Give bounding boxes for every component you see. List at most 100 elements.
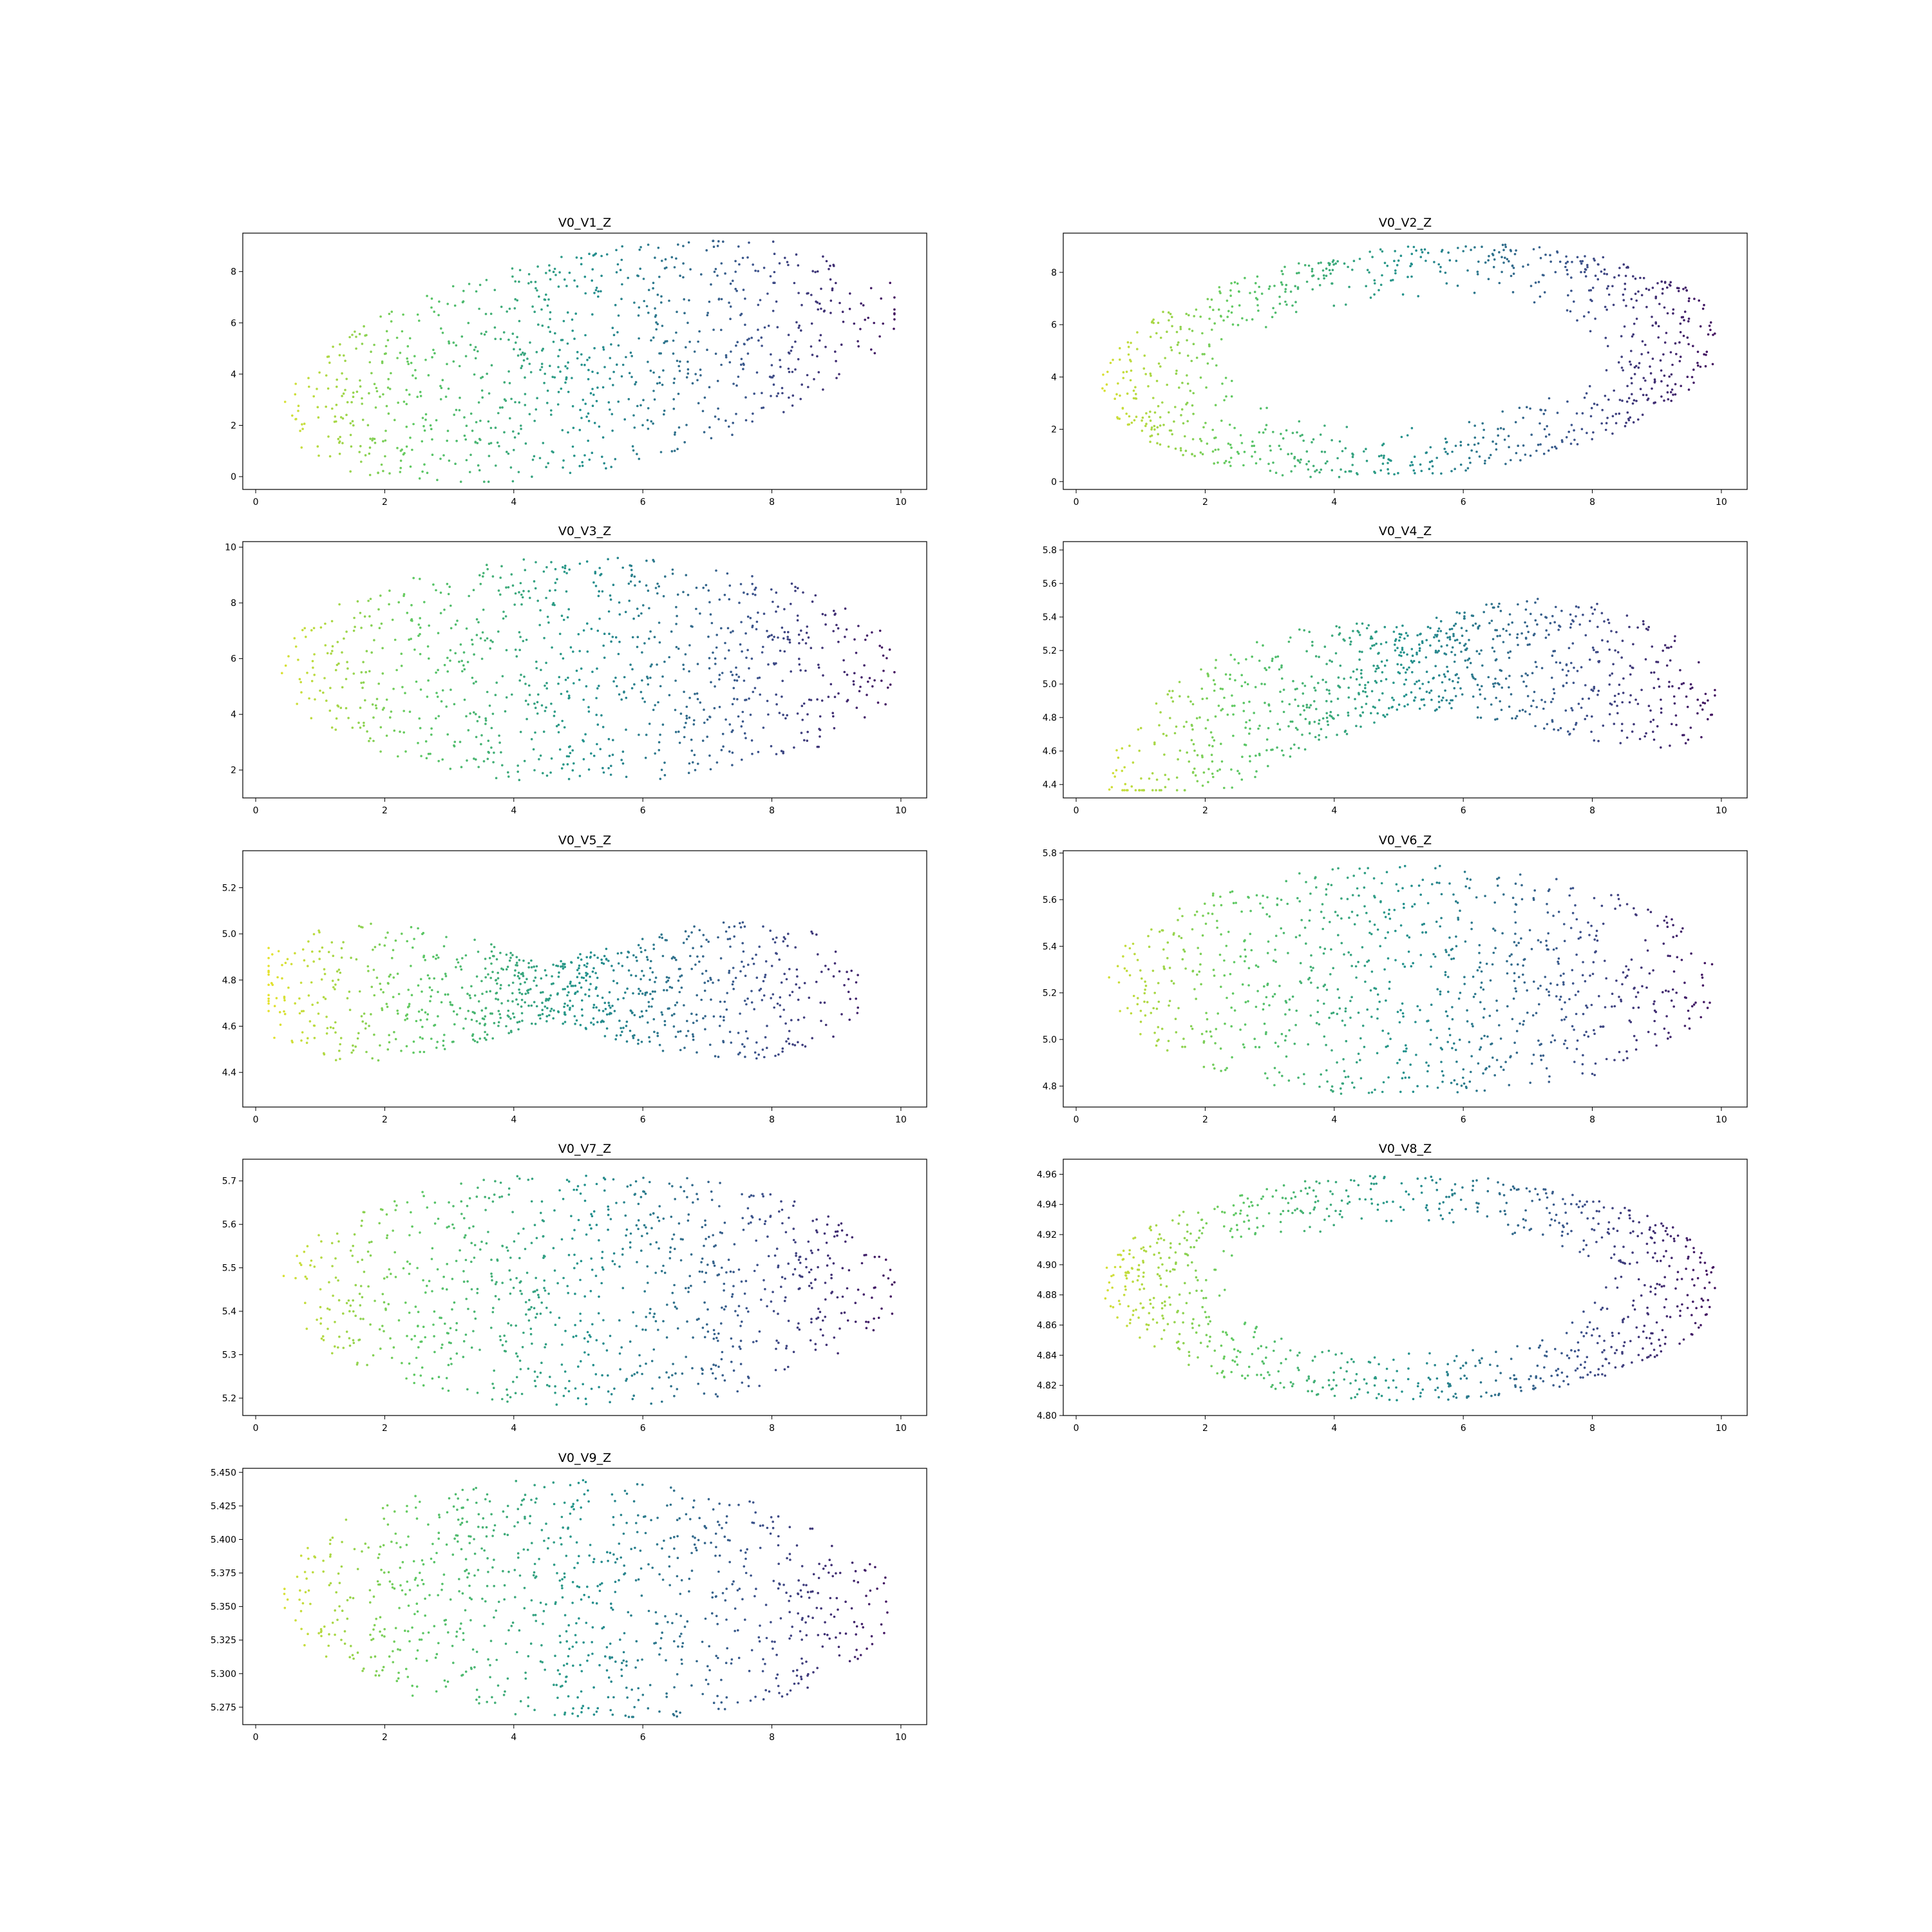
x-tick-label: 10 <box>895 497 907 507</box>
scatter-point <box>1580 270 1582 274</box>
scatter-point <box>1426 251 1430 254</box>
scatter-point <box>1230 446 1233 449</box>
scatter-point <box>579 952 582 956</box>
scatter-point <box>717 407 719 410</box>
scatter-point <box>331 407 334 410</box>
scatter-point <box>648 638 650 640</box>
scatter-point <box>1349 643 1352 646</box>
scatter-point <box>1206 697 1208 700</box>
scatter-point <box>1571 1025 1574 1028</box>
scatter-point <box>1488 1065 1491 1068</box>
scatter-point <box>1298 746 1300 750</box>
scatter-point <box>443 1048 446 1050</box>
scatter-point <box>752 412 754 415</box>
scatter-point <box>486 637 489 640</box>
scatter-point <box>316 388 318 390</box>
scatter-point <box>673 450 676 452</box>
scatter-point <box>752 592 754 596</box>
scatter-point <box>1191 404 1194 407</box>
scatter-point <box>645 734 648 736</box>
scatter-point <box>1186 420 1189 422</box>
scatter-point <box>1567 430 1570 433</box>
scatter-point <box>581 464 584 468</box>
scatter-point <box>1136 331 1139 334</box>
scatter-point <box>1647 397 1650 400</box>
scatter-point <box>1184 450 1188 452</box>
scatter-point <box>1665 647 1669 649</box>
scatter-point <box>336 385 338 388</box>
scatter-point <box>1535 706 1538 708</box>
scatter-point <box>1508 674 1511 677</box>
scatter-point <box>1141 416 1144 419</box>
scatter-point <box>1596 650 1599 654</box>
scatter-point <box>1576 256 1579 259</box>
scatter-point <box>1400 633 1403 636</box>
scatter-point <box>600 714 603 717</box>
scatter-point <box>1276 897 1279 900</box>
scatter-point <box>1274 656 1277 658</box>
scatter-point <box>523 354 526 356</box>
scatter-point <box>1264 1032 1267 1036</box>
scatter-point <box>400 1050 402 1052</box>
scatter-point <box>1492 638 1495 641</box>
scatter-point <box>580 667 583 670</box>
scatter-point <box>683 440 686 444</box>
scatter-point <box>1510 963 1513 966</box>
scatter-point <box>1355 678 1358 681</box>
scatter-point <box>437 632 440 634</box>
scatter-point <box>575 256 578 259</box>
scatter-point <box>598 425 601 428</box>
scatter-point <box>419 726 422 730</box>
scatter-point <box>1418 661 1421 663</box>
scatter-point <box>303 627 307 630</box>
scatter-point <box>1499 609 1502 612</box>
scatter-point <box>574 1023 576 1025</box>
scatter-point <box>1401 647 1404 649</box>
scatter-point <box>1229 294 1232 298</box>
scatter-point <box>1466 1009 1468 1012</box>
scatter-point <box>477 401 480 404</box>
scatter-point <box>540 363 544 365</box>
scatter-point <box>1474 622 1477 625</box>
scatter-point <box>1157 321 1160 325</box>
scatter-point <box>728 301 730 304</box>
scatter-point <box>735 679 739 682</box>
scatter-point <box>560 614 564 617</box>
scatter-point <box>394 1037 397 1041</box>
scatter-point <box>310 679 314 683</box>
scatter-point <box>1216 770 1219 772</box>
scatter-point <box>566 616 569 619</box>
scatter-point <box>1361 650 1363 654</box>
scatter-point <box>1439 925 1441 928</box>
scatter-point <box>794 946 797 949</box>
scatter-point <box>479 419 482 422</box>
scatter-point <box>373 639 375 641</box>
scatter-point <box>777 605 779 608</box>
scatter-point <box>1153 743 1156 746</box>
scatter-point <box>1411 671 1414 674</box>
scatter-point <box>1284 300 1287 303</box>
scatter-point <box>1515 249 1517 252</box>
scatter-point <box>731 764 734 766</box>
scatter-point <box>1277 1045 1280 1048</box>
scatter-point <box>708 300 711 303</box>
scatter-point <box>571 318 574 321</box>
scatter-point <box>578 981 581 985</box>
scatter-point <box>319 689 321 692</box>
scatter-point <box>556 578 558 581</box>
scatter-point <box>471 643 474 646</box>
scatter-point <box>1483 1089 1486 1092</box>
scatter-point <box>334 415 337 418</box>
scatter-point <box>1291 431 1294 435</box>
scatter-point <box>433 352 436 355</box>
scatter-point <box>1168 967 1171 969</box>
scatter-point <box>1358 692 1360 694</box>
scatter-point <box>528 363 531 365</box>
scatter-point <box>1326 460 1329 463</box>
scatter-point <box>1551 446 1553 449</box>
scatter-point <box>449 768 452 770</box>
scatter-point <box>804 669 807 672</box>
scatter-point <box>527 273 531 276</box>
scatter-point <box>1607 398 1610 401</box>
scatter-point <box>395 336 399 339</box>
